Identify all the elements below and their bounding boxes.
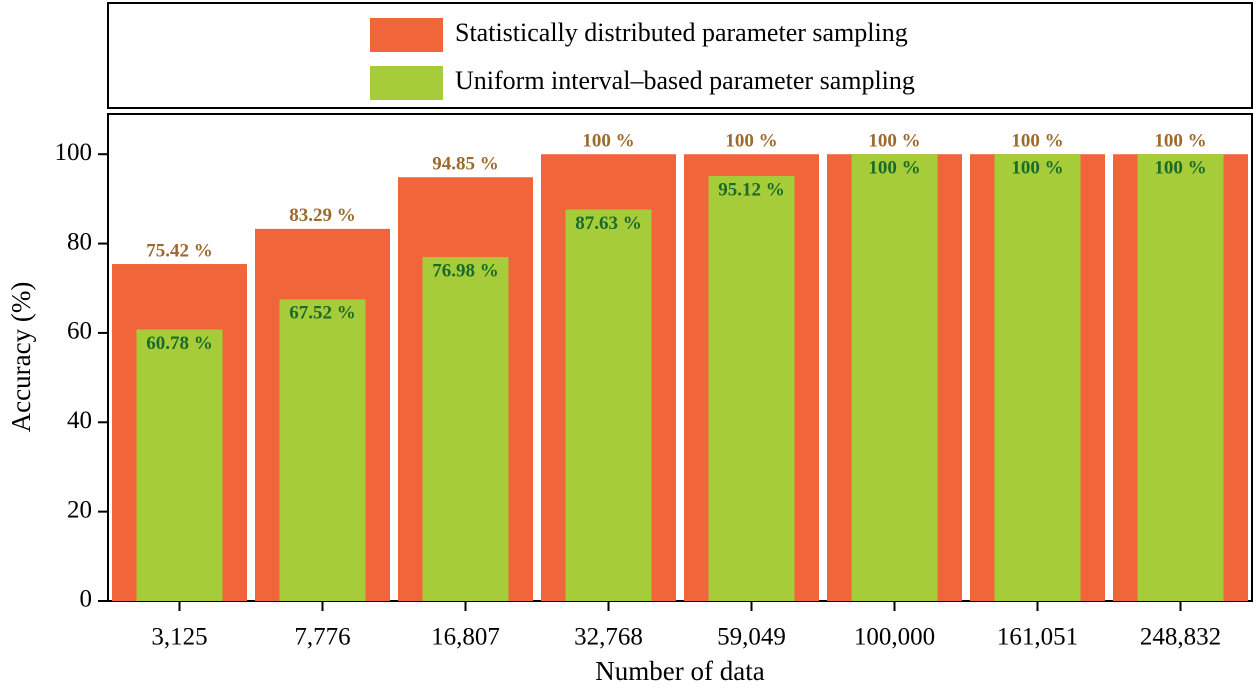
x-tick-label: 7,776: [294, 624, 350, 651]
y-axis-label: Accuracy (%): [6, 282, 36, 433]
bar: [136, 329, 223, 601]
value-label: 100 %: [1011, 131, 1063, 152]
y-tick-label: 80: [67, 228, 92, 255]
y-tick-label: 60: [67, 318, 92, 345]
value-label: 94.85 %: [432, 154, 499, 175]
x-tick-label: 32,768: [574, 624, 643, 651]
value-label: 100 %: [1154, 158, 1206, 179]
value-label: 100 %: [868, 131, 920, 152]
x-axis-label: Number of data: [595, 656, 764, 686]
value-label: 100 %: [1154, 131, 1206, 152]
value-label: 100 %: [868, 158, 920, 179]
y-tick-label: 0: [80, 586, 93, 613]
x-tick-label: 59,049: [717, 624, 786, 651]
y-tick-label: 20: [67, 496, 92, 523]
x-tick-label: 16,807: [431, 624, 500, 651]
legend-swatch: [370, 66, 443, 100]
y-tick-label: 40: [67, 407, 92, 434]
legend-swatch: [370, 18, 443, 52]
x-tick-label: 3,125: [151, 624, 207, 651]
x-tick-label: 100,000: [854, 624, 935, 651]
bar: [994, 154, 1081, 602]
bar: [851, 154, 938, 602]
value-label: 76.98 %: [432, 260, 499, 281]
value-label: 83.29 %: [289, 205, 356, 226]
value-label: 100 %: [582, 131, 634, 152]
value-label: 75.42 %: [146, 240, 213, 261]
legend-box: [107, 2, 1253, 109]
value-label: 60.78 %: [146, 333, 213, 354]
bar: [565, 209, 652, 601]
value-label: 67.52 %: [289, 303, 356, 324]
y-tick-label: 100: [55, 139, 93, 166]
plot-frame: [107, 113, 1253, 602]
bar: [1137, 154, 1224, 602]
bar: [279, 299, 366, 601]
x-tick-label: 161,051: [997, 624, 1078, 651]
legend-label: Uniform interval–based parameter samplin…: [455, 66, 915, 95]
x-tick-label: 248,832: [1140, 624, 1221, 651]
value-label: 100 %: [1011, 158, 1063, 179]
value-label: 87.63 %: [575, 213, 642, 234]
legend-label: Statistically distributed parameter samp…: [455, 18, 908, 47]
bar: [708, 176, 795, 601]
value-label: 95.12 %: [718, 179, 785, 200]
value-label: 100 %: [725, 131, 777, 152]
bar: [422, 257, 509, 601]
